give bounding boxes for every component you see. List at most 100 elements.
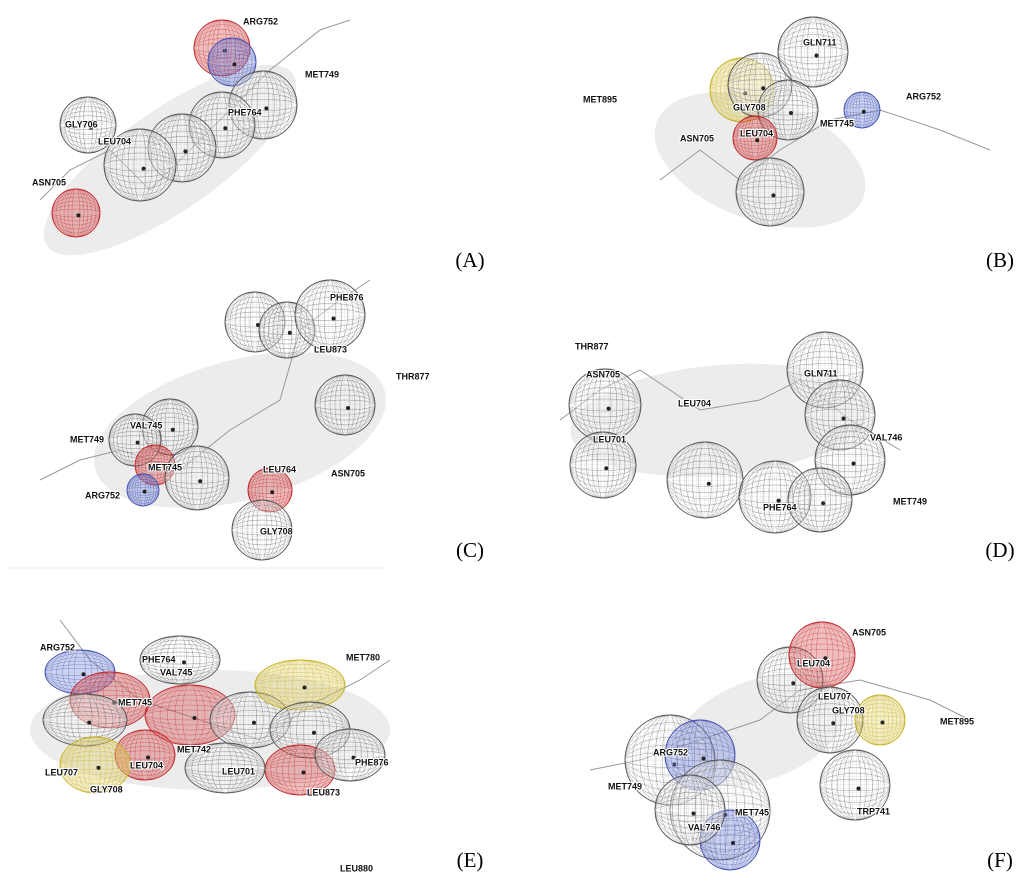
sphere-center (604, 466, 608, 470)
sphere-center (182, 660, 186, 664)
residue-label: LEU704 (98, 136, 131, 146)
pharmacophore-sphere (315, 375, 375, 435)
sphere-center (193, 716, 197, 720)
residue-label: MET749 (608, 781, 642, 791)
residue-label: VAL746 (688, 822, 720, 832)
residue-label: MET780 (346, 652, 380, 662)
residue-label: THR877 (396, 371, 430, 381)
residue-label: MET749 (305, 69, 339, 79)
sphere-center (821, 501, 825, 505)
residue-label: PHE876 (355, 757, 389, 767)
sphere-center (252, 721, 256, 725)
sphere-center (82, 672, 86, 676)
sphere-center (87, 721, 91, 725)
residue-label: MET745 (148, 462, 182, 472)
sphere-center (171, 428, 175, 432)
sphere-center (302, 771, 306, 775)
pharmacophore-sphere (736, 158, 804, 226)
sphere-center (607, 407, 611, 411)
sphere-center (346, 406, 350, 410)
residue-label: PHE764 (142, 654, 176, 664)
sphere-center (831, 721, 835, 725)
pharmacophore-sphere (778, 17, 848, 87)
residue-label: ARG752 (243, 16, 278, 26)
sphere-center (270, 490, 274, 494)
residue-label: ASN705 (32, 177, 66, 187)
residue-label: LEU701 (593, 434, 626, 444)
panel-label: (F) (987, 848, 1013, 872)
residue-label: VAL745 (160, 667, 192, 677)
sphere-center (136, 441, 140, 445)
residue-label: TRP741 (857, 806, 890, 816)
figure: ARG752MET749GLY706PHE764LEU704ASN705(A)G… (0, 0, 1028, 884)
residue-label: ARG752 (40, 642, 75, 652)
sphere-center (881, 721, 885, 725)
pharmacophore-sphere (789, 622, 855, 688)
pharmacophore-sphere (667, 442, 743, 518)
residue-label: MET895 (940, 716, 974, 726)
residue-label: GLY708 (733, 102, 766, 112)
residue-label: GLN711 (803, 37, 837, 47)
residue-label: MET745 (820, 118, 854, 128)
residue-label: MET742 (177, 744, 211, 754)
residue-label: GLY708 (90, 784, 123, 794)
residue-label: VAL745 (130, 420, 162, 430)
residue-label: ASN705 (586, 369, 620, 379)
pharmacophore-sphere (127, 474, 159, 506)
pharmacophore-sphere (52, 189, 100, 237)
residue-label: MET745 (735, 807, 769, 817)
sphere-center (842, 417, 846, 421)
residue-label: LEU704 (740, 128, 773, 138)
residue-label: LEU873 (307, 787, 340, 797)
residue-label: MET745 (118, 697, 152, 707)
sphere-center (183, 149, 187, 153)
sphere-center (76, 213, 80, 217)
residue-label: MET749 (70, 434, 104, 444)
sphere-center (755, 138, 759, 142)
sphere-center (223, 126, 227, 130)
sphere-center (332, 317, 336, 321)
residue-label: LEU764 (263, 464, 296, 474)
residue-label: ARG752 (906, 91, 941, 101)
sphere-center (761, 86, 765, 90)
sphere-center (857, 787, 861, 791)
pharmacophore-sphere (295, 280, 365, 350)
residue-label: PHE764 (763, 502, 797, 512)
residue-label: MET749 (893, 496, 927, 506)
panel-label: (B) (986, 248, 1014, 272)
sphere-center (303, 686, 307, 690)
sphere-center (97, 766, 101, 770)
sphere-center (771, 193, 775, 197)
sphere-center (692, 812, 696, 816)
sphere-center (702, 757, 706, 761)
residue-label: LEU707 (45, 767, 78, 777)
residue-label: MET895 (583, 94, 617, 104)
residue-label: LEU704 (678, 398, 711, 408)
panel-label: (D) (985, 538, 1014, 562)
sphere-center (288, 331, 292, 335)
residue-label: VAL746 (870, 432, 902, 442)
residue-label: LEU701 (222, 766, 255, 776)
residue-label: PHE876 (330, 292, 364, 302)
sphere-center (198, 479, 202, 483)
pharmacophore-sphere (569, 369, 641, 441)
pharmacophore-sphere (165, 446, 229, 510)
residue-label: ARG752 (653, 747, 688, 757)
sphere-center (731, 841, 735, 845)
page: {"panels": [ {"label": "(A)", "residues"… (0, 0, 1028, 884)
sphere-center (146, 756, 150, 760)
residue-label: ASN705 (680, 133, 714, 143)
sphere-center (815, 54, 819, 58)
sphere-center (312, 731, 316, 735)
panel-label: (E) (457, 848, 484, 872)
panel-label: (C) (456, 538, 484, 562)
sphere-center (862, 110, 866, 114)
sphere-center (232, 62, 236, 66)
sphere-center (791, 681, 795, 685)
residue-label: LEU873 (314, 344, 347, 354)
residue-label: LEU704 (130, 760, 163, 770)
residue-label: LEU880 (340, 863, 373, 873)
sphere-center (143, 490, 147, 494)
pharmacophore-sphere (788, 468, 852, 532)
pharmacophore-sphere (855, 695, 905, 745)
